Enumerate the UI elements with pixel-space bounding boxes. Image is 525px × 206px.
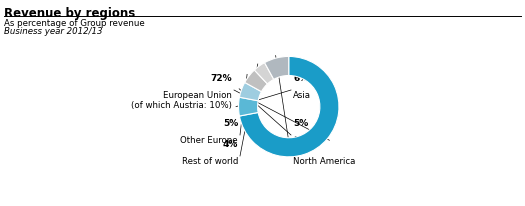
Text: Brazil: Brazil (293, 135, 317, 144)
Text: 72%: 72% (211, 74, 232, 83)
Wedge shape (238, 98, 258, 116)
Text: Revenue by regions: Revenue by regions (4, 7, 135, 20)
Text: Other Europe: Other Europe (181, 135, 238, 144)
Wedge shape (255, 63, 274, 84)
Text: 5%: 5% (223, 118, 238, 127)
Wedge shape (245, 71, 267, 92)
Text: 4%: 4% (223, 139, 238, 148)
Wedge shape (265, 57, 289, 80)
Text: North America: North America (293, 156, 355, 165)
Text: Rest of world: Rest of world (182, 156, 238, 165)
Wedge shape (239, 83, 261, 101)
Text: European Union
(of which Austria: 10%): European Union (of which Austria: 10%) (131, 91, 232, 110)
Wedge shape (239, 57, 339, 157)
Text: Asia: Asia (293, 91, 311, 99)
Text: Business year 2012/13: Business year 2012/13 (4, 27, 102, 36)
Text: 8%: 8% (293, 139, 308, 148)
Text: As percentage of Group revenue: As percentage of Group revenue (4, 19, 145, 28)
Text: 6%: 6% (293, 74, 308, 83)
Text: 5%: 5% (293, 118, 308, 127)
